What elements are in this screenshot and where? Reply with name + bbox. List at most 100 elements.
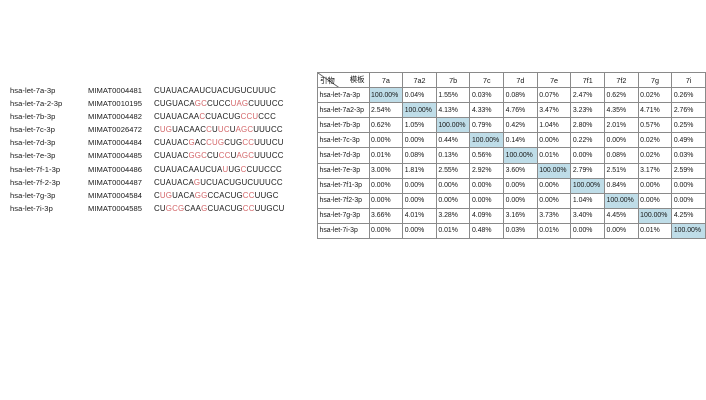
matrix-cell: 0.02%: [637, 87, 673, 104]
matrix-cell: 4.09%: [469, 207, 505, 224]
matrix-row-header: hsa-let-7d-3p: [317, 147, 370, 164]
sequence-row: hsa-let-7b-3p MIMAT0004482 CUAUACAACCUACUG…: [10, 110, 310, 123]
sequence-name: hsa-let-7i-3p: [10, 203, 53, 213]
sequence-bases: CUAUACAGUCUACUGUCUUUCC: [154, 177, 283, 187]
matrix-cell: 0.08%: [402, 147, 437, 164]
matrix-cell: 0.22%: [570, 132, 606, 149]
matrix-cell: 2.80%: [570, 117, 606, 134]
matrix-row: hsa-let-7i-3p 0.00% 0.00% 0.01% 0.48% 0.03% 0.…: [317, 222, 706, 240]
sequence-row: hsa-let-7c-3p MIMAT0026472 CUGUACAACCUUCUA…: [10, 123, 310, 136]
sequence-accession: MIMAT0004486: [88, 164, 143, 174]
matrix-row-header: hsa-let-7f1-3p: [317, 177, 370, 194]
matrix-cell: 1.05%: [402, 117, 437, 134]
matrix-cell: 0.48%: [469, 222, 505, 240]
matrix-cell: 0.62%: [368, 117, 404, 134]
sequence-accession: MIMAT0004484: [88, 138, 143, 148]
matrix-cell: 0.00%: [435, 192, 471, 209]
sequence-accession: MIMAT0004584: [88, 190, 143, 200]
matrix-row: hsa-let-7c-3p 0.00% 0.00% 0.44% 100.00% 0.14%…: [317, 132, 706, 149]
crosstalk-matrix-panel: 模板 引物 7a 7a2 7b 7c 7d 7e 7f1 7f2 7g 7i hsa-let-7a…: [317, 71, 706, 240]
sequence-accession: MIMAT0004487: [88, 177, 143, 187]
matrix-column-header: 7a2: [402, 71, 437, 89]
matrix-cell: 4.13%: [435, 102, 471, 119]
sequence-accession: MIMAT0010195: [88, 99, 143, 109]
matrix-row-header: hsa-let-7b-3p: [317, 117, 370, 134]
matrix-cell: 4.45%: [604, 207, 639, 224]
matrix-cell: 0.56%: [469, 147, 505, 164]
sequence-name: hsa-let-7g-3p: [10, 190, 56, 200]
sequence-bases: CUGUACAGCCUCCUAGCUUUCC: [154, 99, 284, 109]
matrix-cell: 2.76%: [671, 102, 706, 119]
matrix-column-header: 7e: [536, 71, 572, 89]
matrix-cell: 0.13%: [435, 147, 471, 164]
matrix-cell: 0.00%: [570, 147, 606, 164]
sequence-row: hsa-let-7a-3p MIMAT0004481 CUAUACAAUCUACUG…: [10, 84, 310, 97]
matrix-cell: 0.00%: [536, 132, 572, 149]
sequence-accession: MIMAT0004585: [88, 203, 143, 213]
matrix-row: hsa-let-7f2-3p 0.00% 0.00% 0.00% 0.00% 0.00% 0…: [317, 192, 706, 209]
matrix-cell: 1.55%: [435, 87, 471, 104]
matrix-cell: 100.00%: [503, 147, 538, 164]
matrix-cell: 0.26%: [671, 87, 706, 104]
matrix-cell: 0.00%: [368, 222, 404, 240]
matrix-cell: 1.81%: [402, 162, 437, 179]
matrix-cell: 3.28%: [435, 207, 471, 224]
sequence-bases: CUGUACAGGCCACUGCCUUGC: [154, 190, 279, 200]
matrix-cell: 0.00%: [536, 192, 572, 209]
sequence-name: hsa-let-7e-3p: [10, 151, 56, 161]
sequence-name: hsa-let-7a-3p: [10, 86, 56, 95]
matrix-cell: 0.00%: [536, 177, 572, 194]
matrix-cell: 0.01%: [368, 147, 404, 164]
sequence-row: hsa-let-7g-3p MIMAT0004584 CUGUACAGGCCACUG…: [10, 189, 310, 202]
matrix-cell: 2.79%: [570, 162, 606, 179]
sequence-name: hsa-let-7c-3p: [10, 125, 55, 135]
matrix-cell: 0.00%: [570, 222, 606, 240]
matrix-cell: 0.00%: [402, 192, 437, 209]
sequence-name: hsa-let-7d-3p: [10, 138, 56, 148]
matrix-cell: 3.16%: [503, 207, 538, 224]
sequence-name: hsa-let-7a-2-3p: [10, 99, 63, 109]
matrix-row-header: hsa-let-7a2-3p: [317, 102, 370, 119]
matrix-row-header: hsa-let-7f2-3p: [317, 192, 370, 209]
sequence-name: hsa-let-7f-2-3p: [10, 177, 61, 187]
matrix-cell: 3.00%: [368, 162, 404, 179]
matrix-cell: 2.01%: [604, 117, 639, 134]
matrix-cell: 1.04%: [536, 117, 572, 134]
matrix-cell: 0.79%: [469, 117, 505, 134]
matrix-cell: 0.00%: [671, 192, 706, 209]
matrix-cell: 0.00%: [368, 192, 404, 209]
matrix-corner-cell: 模板 引物: [317, 71, 370, 89]
matrix-cell: 0.00%: [368, 177, 404, 194]
sequence-row: hsa-let-7e-3p MIMAT0004485 CUAUACGGCCUCCUA…: [10, 149, 310, 162]
matrix-cell: 0.57%: [637, 117, 673, 134]
matrix-cell: 3.60%: [503, 162, 538, 179]
matrix-column-header: 7f2: [604, 71, 639, 89]
sequence-name: hsa-let-7f-1-3p: [10, 164, 61, 174]
matrix-cell: 4.71%: [637, 102, 673, 119]
corner-primer-label: 引物: [320, 76, 335, 86]
matrix-cell: 0.03%: [671, 147, 706, 164]
sequence-bases: CUAUACGACCUGCUGCCUUUCU: [154, 138, 284, 148]
matrix-row-header: hsa-let-7c-3p: [317, 132, 370, 149]
matrix-cell: 100.00%: [604, 192, 639, 209]
matrix-row: hsa-let-7g-3p 3.66% 4.01% 3.28% 4.09% 3.16% 3.…: [317, 207, 706, 224]
matrix-cell: 4.33%: [469, 102, 505, 119]
matrix-cell: 0.00%: [503, 192, 538, 209]
sequence-row: hsa-let-7a-2-3p MIMAT0010195 CUGUACAGCCUCC…: [10, 97, 310, 110]
matrix-cell: 0.62%: [604, 87, 639, 104]
sequence-bases: CUAUACAAUCUAUUGCCUUCCC: [154, 164, 282, 174]
matrix-cell: 0.02%: [637, 132, 673, 149]
matrix-header: 模板 引物 7a 7a2 7b 7c 7d 7e 7f1 7f2 7g 7i: [317, 71, 706, 89]
matrix-cell: 0.07%: [536, 87, 572, 104]
matrix-cell: 3.40%: [570, 207, 606, 224]
sequence-accession: MIMAT0004485: [88, 151, 143, 161]
matrix-cell: 0.00%: [368, 132, 404, 149]
matrix-cell: 0.08%: [503, 87, 538, 104]
sequence-row: hsa-let-7i-3p MIMAT0004585 CUGCGCAAGCUACUG…: [10, 202, 310, 215]
matrix-cell: 0.84%: [604, 177, 639, 194]
corner-template-label: 模板: [349, 75, 365, 84]
matrix-cell: 0.02%: [637, 147, 673, 164]
matrix-cell: 0.25%: [671, 117, 706, 134]
matrix-cell: 0.00%: [469, 192, 505, 209]
